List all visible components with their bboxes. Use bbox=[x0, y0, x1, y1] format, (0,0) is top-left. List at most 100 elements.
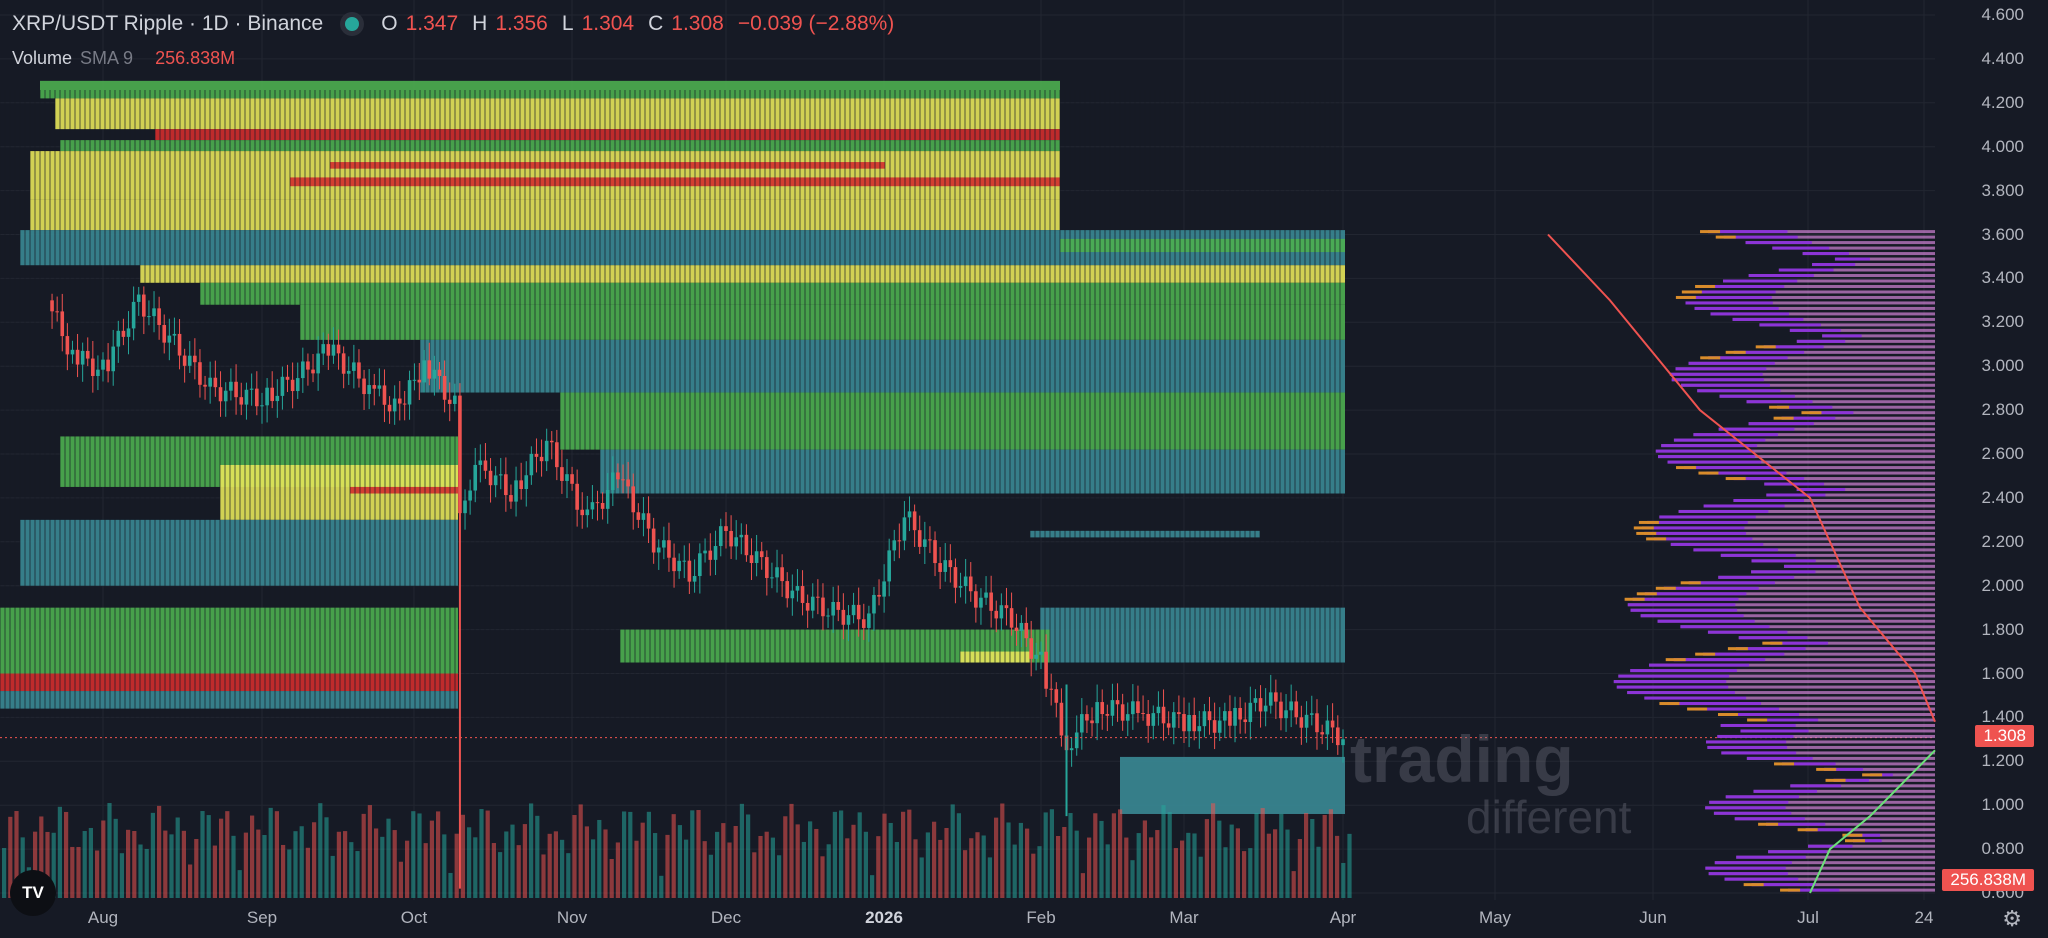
volume-profile-bar bbox=[1825, 778, 1846, 782]
volume-label[interactable]: Volume bbox=[12, 48, 73, 68]
volume-bar bbox=[1223, 847, 1228, 898]
candle-body bbox=[468, 490, 472, 501]
candle-body bbox=[687, 560, 692, 582]
volume-bar bbox=[343, 831, 348, 898]
time-tick-label: 2026 bbox=[865, 908, 903, 927]
volume-bar bbox=[615, 842, 620, 898]
volume-profile-bar bbox=[1638, 520, 1659, 524]
volume-profile-bar bbox=[1844, 839, 1865, 843]
candle-body bbox=[239, 397, 244, 405]
volume-bar bbox=[1043, 812, 1048, 898]
volume-bar bbox=[250, 815, 255, 898]
volume-bar bbox=[646, 811, 651, 898]
volume-bar bbox=[281, 844, 286, 898]
candle-body bbox=[979, 597, 983, 608]
volume-profile-bar bbox=[1735, 647, 1935, 651]
candle-body bbox=[560, 467, 564, 481]
volume-bar bbox=[1186, 832, 1191, 898]
volume-bar bbox=[801, 841, 806, 898]
candle-body bbox=[1085, 714, 1089, 721]
candle-body bbox=[483, 460, 488, 471]
volume-profile-bar bbox=[1703, 284, 1785, 288]
volume-bar bbox=[1297, 839, 1302, 898]
volume-profile-bar bbox=[1733, 350, 1935, 354]
volume-bar bbox=[417, 813, 422, 898]
price-tick-label: 1.600 bbox=[1981, 663, 2024, 683]
candle-body bbox=[106, 359, 110, 372]
volume-bar bbox=[1056, 835, 1061, 898]
candle-body bbox=[321, 344, 326, 354]
heatmap-band bbox=[420, 339, 1345, 393]
candle-body bbox=[372, 385, 377, 389]
candle-body bbox=[1335, 727, 1340, 746]
candle-body bbox=[447, 399, 452, 404]
volume-profile-bar bbox=[1842, 833, 1863, 837]
symbol-title[interactable]: XRP/USDT Ripple · 1D · Binance bbox=[12, 12, 324, 35]
candle-body bbox=[301, 361, 305, 379]
volume-profile-bar bbox=[1667, 460, 1935, 464]
candle-body bbox=[362, 378, 366, 395]
price-tick-label: 1.800 bbox=[1981, 619, 2024, 639]
volume-profile-bar bbox=[1705, 806, 1786, 810]
volume-profile-bar bbox=[1743, 883, 1764, 887]
candle-body bbox=[846, 615, 851, 625]
volume-profile-bar bbox=[1694, 306, 1779, 310]
volume-profile-bar bbox=[1738, 636, 1935, 640]
candle-body bbox=[826, 615, 830, 617]
volume-bar bbox=[845, 838, 850, 898]
tradingview-logo-icon[interactable]: TV bbox=[10, 870, 56, 916]
volume-bar bbox=[262, 835, 267, 898]
volume-bar bbox=[777, 855, 782, 898]
candle-body bbox=[1223, 711, 1227, 721]
volume-bar bbox=[944, 827, 949, 898]
volume-bar bbox=[113, 818, 118, 898]
candle-body bbox=[1034, 654, 1038, 659]
volume-bar bbox=[405, 840, 410, 898]
volume-profile-bar bbox=[1718, 427, 1795, 431]
candle-body bbox=[1197, 726, 1202, 732]
candle-body bbox=[260, 405, 264, 407]
time-tick-label: Sep bbox=[246, 908, 278, 927]
volume-profile-bar bbox=[1736, 855, 1935, 859]
volume-profile-bar bbox=[1720, 553, 1935, 557]
volume-bar bbox=[510, 824, 515, 898]
volume-profile-bar bbox=[1700, 356, 1721, 360]
volume-bar bbox=[882, 813, 887, 898]
volume-profile-bar bbox=[1748, 422, 1814, 426]
heatmap-band bbox=[0, 691, 458, 709]
volume-profile-bar bbox=[1833, 778, 1870, 782]
volume-bar bbox=[194, 838, 199, 898]
candle-body bbox=[1095, 702, 1099, 724]
candle-body bbox=[1120, 704, 1125, 721]
volume-profile-bar bbox=[1773, 416, 1794, 420]
volume-bar bbox=[442, 834, 447, 898]
volume-bar bbox=[597, 819, 602, 898]
heatmap-band bbox=[20, 519, 458, 586]
volume-profile-bar bbox=[1718, 575, 1935, 579]
volume-bar bbox=[256, 829, 261, 898]
volume-bar bbox=[1322, 814, 1327, 898]
volume-profile-bar bbox=[1766, 493, 1935, 497]
market-status-icon[interactable] bbox=[345, 17, 360, 31]
candle-body bbox=[473, 464, 478, 491]
volume-profile-bar bbox=[1852, 839, 1882, 843]
volume-profile-bar bbox=[1733, 350, 1805, 354]
gear-icon[interactable]: ⚙ bbox=[2002, 906, 2022, 931]
time-tick-label: Mar bbox=[1169, 908, 1199, 927]
volume-bar bbox=[8, 816, 13, 898]
volume-bar bbox=[336, 831, 341, 898]
volume-bar bbox=[1217, 820, 1222, 898]
candle-body bbox=[1156, 706, 1161, 714]
volume-bar bbox=[1167, 812, 1172, 898]
candle-body bbox=[1125, 714, 1130, 721]
volume-bar bbox=[2, 848, 7, 898]
price-tick-label: 1.200 bbox=[1981, 751, 2024, 771]
candle-body bbox=[270, 387, 275, 402]
volume-profile-bar bbox=[1717, 713, 1738, 717]
volume-bar bbox=[1093, 813, 1098, 898]
volume-bar bbox=[1260, 808, 1265, 898]
volume-bar bbox=[132, 830, 137, 898]
volume-profile-bar bbox=[1748, 274, 1935, 278]
candle-body bbox=[544, 440, 549, 462]
